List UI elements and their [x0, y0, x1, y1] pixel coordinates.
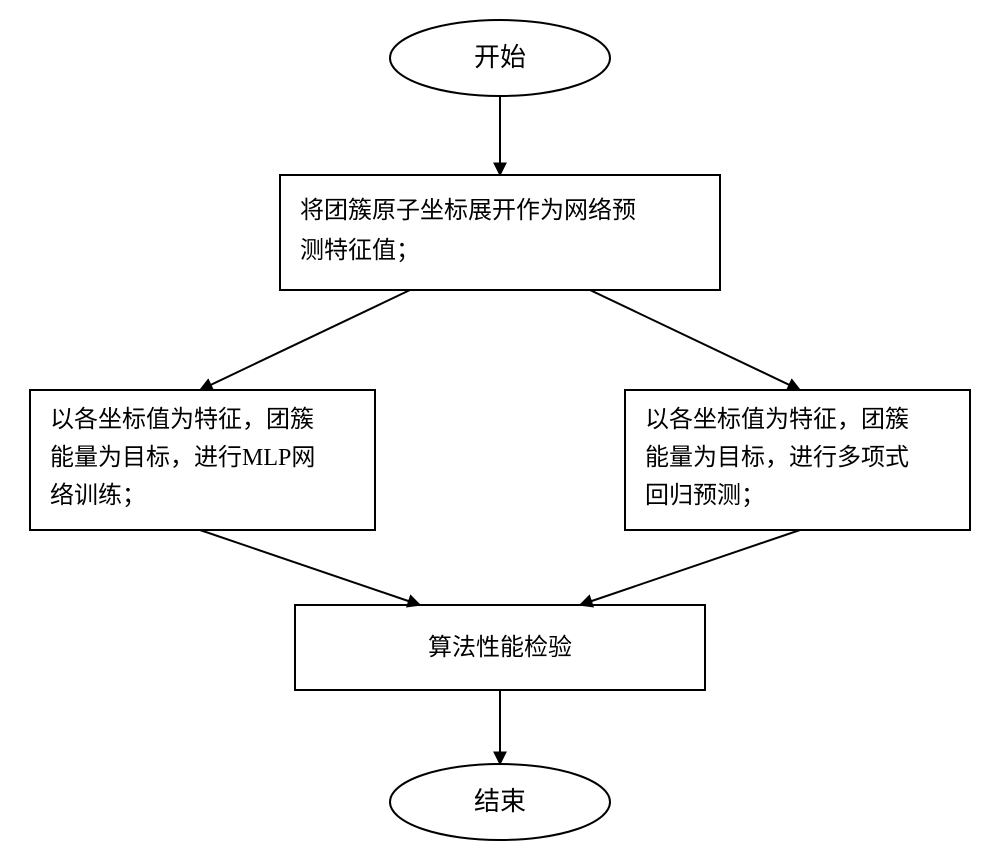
- node-expand: 将团簇原子坐标展开作为网络预 测特征值；: [280, 175, 720, 290]
- edge-poly-perf: [580, 530, 800, 605]
- expand-rect: [280, 175, 720, 290]
- poly-line-1: 以各坐标值为特征，团簇: [645, 406, 909, 433]
- expand-line-2: 测特征值；: [300, 237, 420, 264]
- poly-line-3: 回归预测；: [645, 482, 765, 509]
- expand-line-1: 将团簇原子坐标展开作为网络预: [300, 197, 636, 224]
- flowchart-canvas: 开始 将团簇原子坐标展开作为网络预 测特征值； 以各坐标值为特征，团簇 能量为目…: [0, 0, 1000, 857]
- poly-line-2: 能量为目标，进行多项式: [645, 444, 909, 471]
- perf-line-1: 算法性能检验: [428, 634, 572, 661]
- edge-mlp-perf: [200, 530, 420, 605]
- node-end: 结束: [390, 764, 610, 840]
- mlp-line-1: 以各坐标值为特征，团簇: [50, 406, 314, 433]
- node-perf: 算法性能检验: [295, 605, 705, 690]
- start-label: 开始: [474, 43, 526, 72]
- mlp-line-2: 能量为目标，进行MLP网: [50, 444, 315, 471]
- end-label: 结束: [474, 787, 526, 816]
- node-mlp: 以各坐标值为特征，团簇 能量为目标，进行MLP网 络训练；: [30, 390, 375, 530]
- node-poly: 以各坐标值为特征，团簇 能量为目标，进行多项式 回归预测；: [625, 390, 970, 530]
- edge-expand-poly: [590, 290, 800, 390]
- mlp-line-3: 络训练；: [50, 482, 146, 509]
- node-start: 开始: [390, 20, 610, 96]
- edge-expand-mlp: [200, 290, 410, 390]
